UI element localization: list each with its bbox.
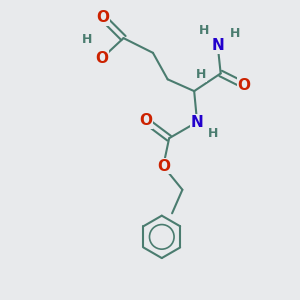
Text: H: H xyxy=(199,24,210,37)
Text: H: H xyxy=(196,68,207,81)
Text: N: N xyxy=(191,115,203,130)
Text: H: H xyxy=(82,33,92,46)
Text: O: O xyxy=(95,51,108,66)
Text: H: H xyxy=(230,27,241,40)
Text: O: O xyxy=(157,159,170,174)
Text: O: O xyxy=(96,10,110,25)
Text: O: O xyxy=(238,78,251,93)
Text: N: N xyxy=(211,38,224,53)
Text: O: O xyxy=(139,113,152,128)
Text: H: H xyxy=(208,127,218,140)
